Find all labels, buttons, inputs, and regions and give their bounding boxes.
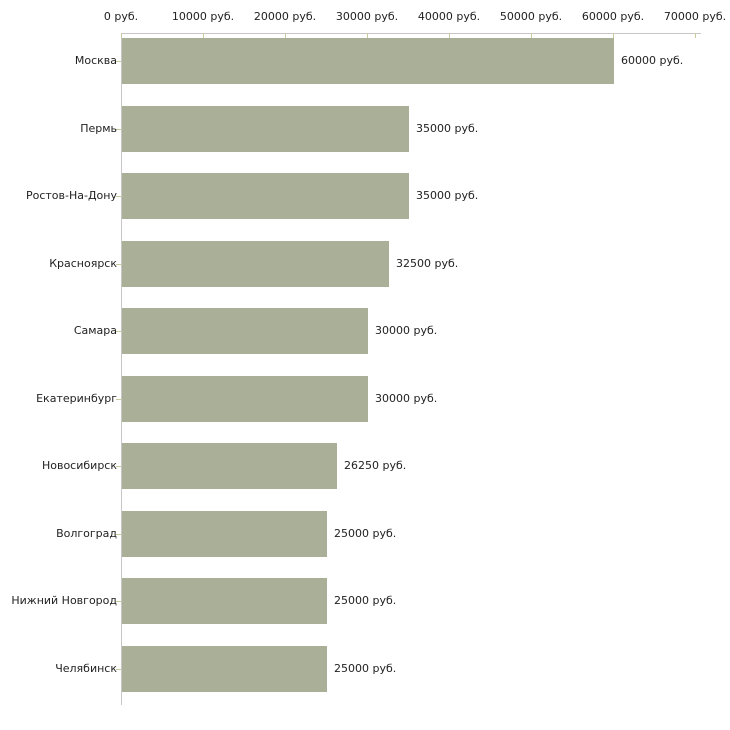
bar-value-label: 26250 руб.: [344, 459, 407, 472]
y-axis-tick-mark: [116, 61, 121, 62]
bar: [122, 38, 614, 84]
category-label: Новосибирск: [41, 459, 117, 472]
bar: [122, 173, 409, 219]
category-label: Красноярск: [49, 257, 117, 270]
category-label: Пермь: [80, 122, 117, 135]
bar: [122, 106, 409, 152]
bar: [122, 241, 389, 287]
x-axis-tick-mark: [449, 33, 450, 38]
bar-value-label: 25000 руб.: [334, 662, 397, 675]
bar: [122, 511, 327, 557]
category-label: Самара: [73, 324, 117, 337]
bar-value-label: 25000 руб.: [334, 527, 397, 540]
category-label: Волгоград: [56, 527, 117, 540]
y-axis-line: [121, 33, 122, 705]
y-axis-tick-mark: [116, 466, 121, 467]
y-axis-tick-mark: [116, 331, 121, 332]
x-axis-tick-label: 20000 руб.: [253, 10, 317, 23]
x-axis-tick-label: 60000 руб.: [581, 10, 645, 23]
x-axis-tick-mark: [285, 33, 286, 38]
category-label: Челябинск: [55, 662, 117, 675]
x-axis-tick-mark: [121, 33, 122, 38]
bar: [122, 578, 327, 624]
x-axis-tick-label: 10000 руб.: [171, 10, 235, 23]
bar: [122, 376, 368, 422]
bar: [122, 308, 368, 354]
category-label: Екатеринбург: [36, 392, 117, 405]
x-axis-tick-label: 50000 руб.: [499, 10, 563, 23]
x-axis-tick-mark: [613, 33, 614, 38]
y-axis-tick-mark: [116, 669, 121, 670]
bar-value-label: 30000 руб.: [375, 324, 438, 337]
y-axis-tick-mark: [116, 601, 121, 602]
x-axis-tick-label: 70000 руб.: [663, 10, 727, 23]
y-axis-tick-mark: [116, 264, 121, 265]
x-axis-tick-mark: [695, 33, 696, 38]
bar-value-label: 60000 руб.: [621, 54, 684, 67]
x-axis-tick-label: 40000 руб.: [417, 10, 481, 23]
category-label: Нижний Новгород: [11, 594, 117, 607]
bar: [122, 443, 337, 489]
y-axis-tick-mark: [116, 534, 121, 535]
bar-value-label: 32500 руб.: [396, 257, 459, 270]
bar-value-label: 30000 руб.: [375, 392, 438, 405]
y-axis-tick-mark: [116, 129, 121, 130]
y-axis-tick-mark: [116, 399, 121, 400]
bar: [122, 646, 327, 692]
x-axis-tick-mark: [367, 33, 368, 38]
y-axis-tick-mark: [116, 196, 121, 197]
bar-value-label: 35000 руб.: [416, 122, 479, 135]
x-axis-tick-label: 30000 руб.: [335, 10, 399, 23]
x-axis-tick-label: 0 руб.: [103, 10, 139, 23]
category-label: Ростов-На-Дону: [25, 189, 117, 202]
x-axis-tick-mark: [531, 33, 532, 38]
bar-value-label: 25000 руб.: [334, 594, 397, 607]
x-axis-line: [121, 33, 701, 34]
bar-value-label: 35000 руб.: [416, 189, 479, 202]
x-axis-tick-mark: [203, 33, 204, 38]
category-label: Москва: [74, 54, 117, 67]
